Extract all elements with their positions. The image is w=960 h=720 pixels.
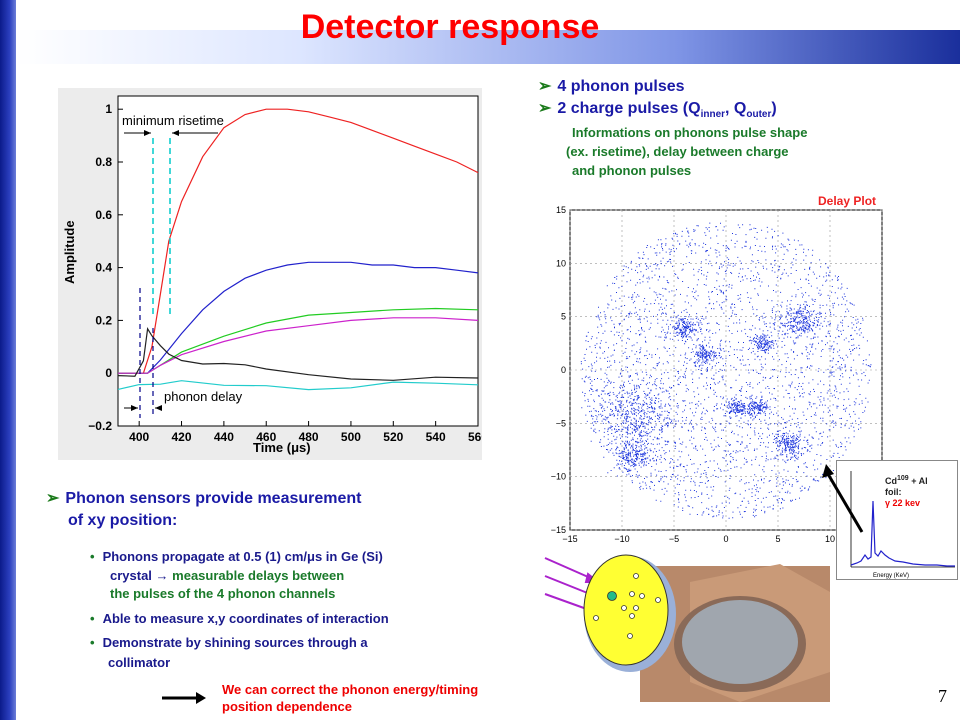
- note-line-1: Informations on phonons pulse shape: [572, 125, 808, 140]
- pulse-series-3: [118, 317, 479, 374]
- x-tick-label-3: 460: [256, 430, 276, 444]
- pulse-series-0: [118, 108, 479, 374]
- x-tick-label-2: 440: [214, 430, 234, 444]
- x-tick-label-0: 400: [129, 430, 149, 444]
- bullet-phonon-pulses: ➢ 4 phonon pulses: [538, 78, 685, 95]
- scatter-y-tick-4: −5: [556, 418, 566, 428]
- scatter-y-tick-5: −10: [551, 472, 566, 482]
- conclusion-line1: We can correct the phonon energy/timing: [222, 682, 479, 697]
- x-tick-label-5: 500: [341, 430, 361, 444]
- bullet-charge-pulses: ➢ 2 charge pulses (Qinner, Qouter): [538, 100, 777, 121]
- pulse-series-1: [118, 261, 479, 374]
- x-axis-label: Time (μs): [253, 440, 311, 455]
- phonon-sensors-heading-2: of xy position:: [68, 512, 178, 529]
- inset-source-label: Cd109 + Al foil: γ 22 kev: [885, 475, 928, 508]
- scatter-x-tick-0: −15: [562, 534, 577, 544]
- y-tick-label-6: 1: [105, 102, 112, 116]
- x-tick-label-4: 480: [299, 430, 319, 444]
- x-tick-label-8: 560: [468, 430, 482, 444]
- chart-plot-area: [117, 95, 479, 427]
- scatter-x-tick-4: 5: [775, 534, 780, 544]
- pulse-series-4: [117, 327, 479, 381]
- y-tick-label-1: 0: [105, 366, 112, 380]
- y-tick-label-5: 0.8: [95, 155, 112, 169]
- collimator-illustration: [544, 554, 830, 702]
- scatter-y-tick-0: 15: [556, 205, 566, 215]
- inset-pointer-arrow: [822, 464, 864, 533]
- y-axis-label: Amplitude: [62, 220, 77, 284]
- scatter-x-tick-3: 0: [723, 534, 728, 544]
- phonon-sensors-heading: ➢ Phonon sensors provide measurement: [46, 490, 362, 507]
- x-tick-label-7: 540: [426, 430, 446, 444]
- amplitude-time-chart: 400 420 440 460 480 500 520 540 560 −0.2 0 0.2 0.4 0.…: [58, 88, 482, 460]
- item-propagation-line2: crystal → measurable delays between: [110, 568, 345, 583]
- x-tick-label-6: 520: [383, 430, 403, 444]
- conclusion-arrow: [162, 692, 206, 704]
- scatter-x-tick-1: −10: [614, 534, 629, 544]
- conclusion-line2: position dependence: [222, 699, 353, 714]
- inset-x-label: Energy (KeV): [873, 573, 909, 579]
- item-demonstrate-line2: collimator: [108, 655, 171, 670]
- delay-plot-title: Delay Plot: [818, 194, 877, 208]
- scatter-points: [580, 222, 872, 519]
- y-tick-label-2: 0.2: [95, 313, 112, 327]
- minimum-risetime-label: minimum risetime: [122, 113, 224, 128]
- scatter-y-tick-1: 10: [556, 258, 566, 268]
- item-propagation-line1: • Phonons propagate at 0.5 (1) cm/μs in G…: [90, 549, 383, 564]
- item-propagation-line3: the pulses of the 4 phonon channels: [110, 586, 336, 601]
- slide-title: Detector response: [300, 8, 600, 46]
- item-demonstrate-line1: • Demonstrate by shining sources through …: [90, 635, 368, 650]
- item-measure-xy: • Able to measure x,y coordinates of inte…: [90, 611, 389, 626]
- x-tick-label-1: 420: [172, 430, 192, 444]
- scatter-y-tick-3: 0: [561, 365, 566, 375]
- source-spot: [607, 591, 617, 601]
- energy-spectrum-chart: Energy (KeV): [850, 471, 955, 579]
- phonon-delay-label: phonon delay: [164, 389, 243, 404]
- scatter-y-tick-6: −15: [551, 525, 566, 535]
- collimator-holes: [593, 573, 661, 639]
- scatter-x-tick-5: 10: [825, 534, 835, 544]
- note-line-3: and phonon pulses: [572, 163, 692, 178]
- scatter-y-tick-2: 5: [561, 312, 566, 322]
- note-line-2: (ex. risetime), delay between charge: [566, 144, 789, 159]
- left-accent-bar: [0, 0, 16, 720]
- y-tick-label-3: 0.4: [95, 261, 112, 275]
- scatter-x-tick-2: −5: [669, 534, 679, 544]
- page-number: 7: [938, 686, 947, 706]
- spectrum-line: [850, 500, 955, 567]
- title-band: [16, 30, 960, 64]
- y-tick-label-0: −0.2: [88, 419, 112, 433]
- y-tick-label-4: 0.6: [95, 208, 112, 222]
